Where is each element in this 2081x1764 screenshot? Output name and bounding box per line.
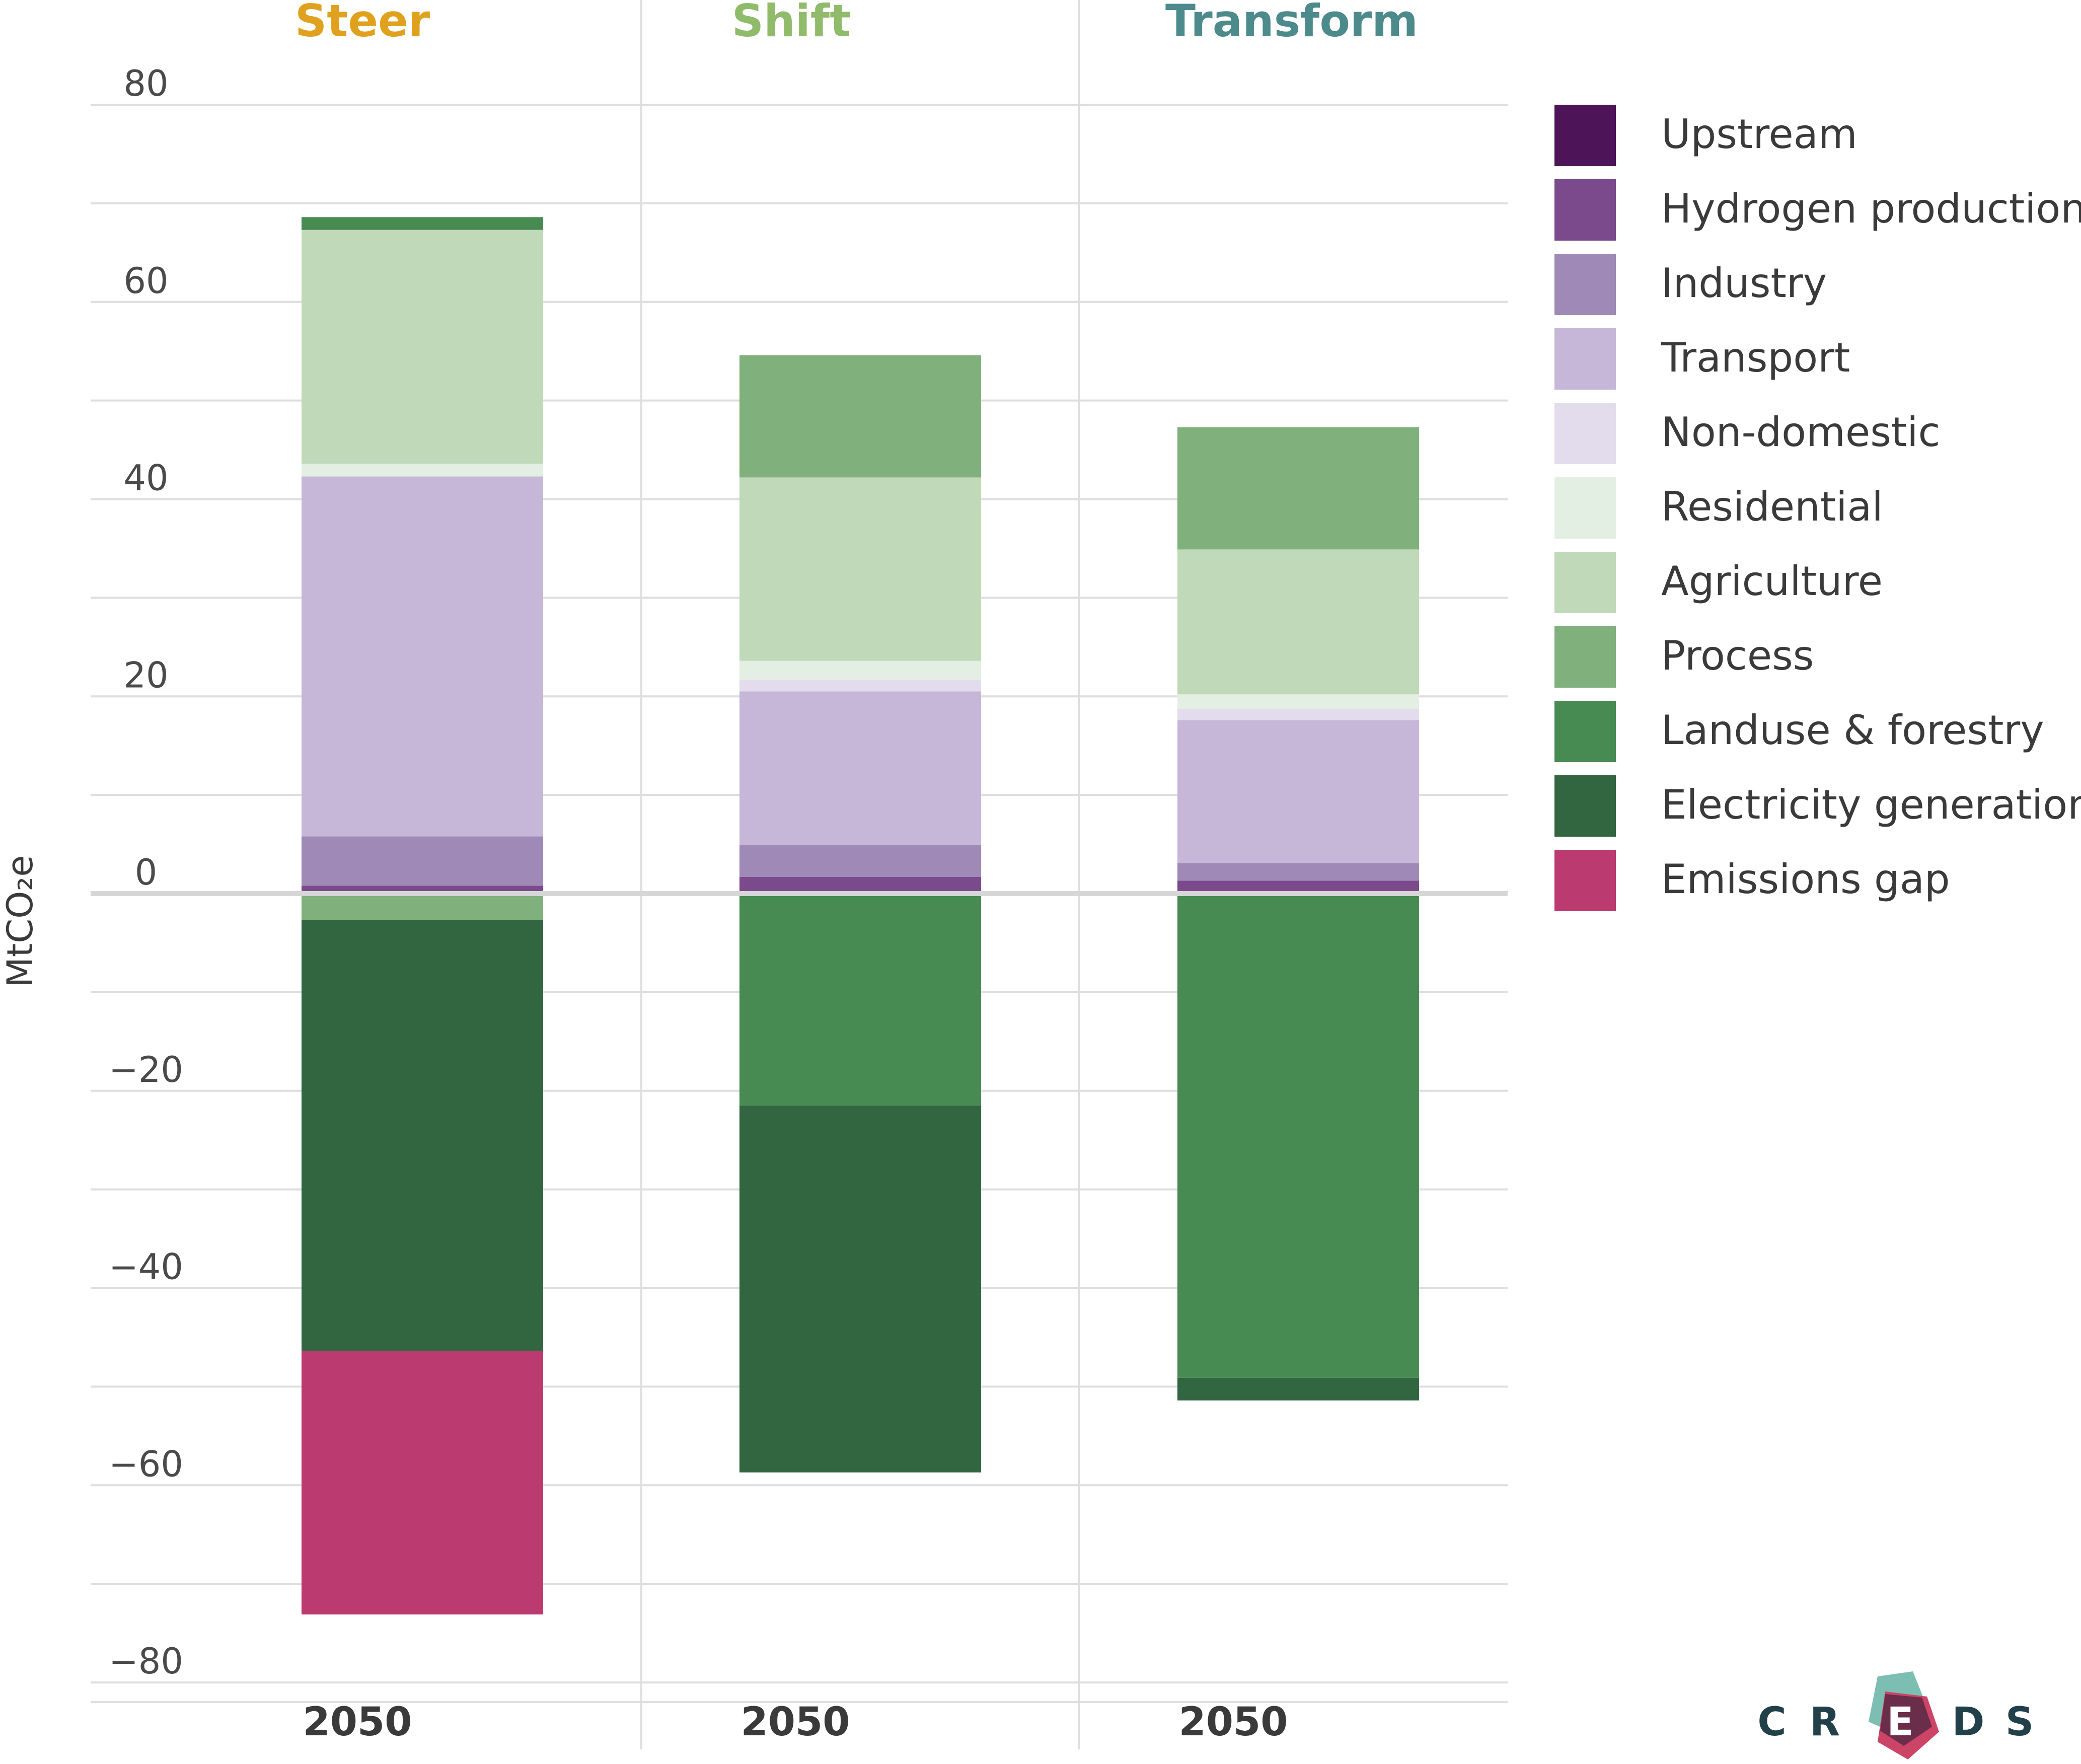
logo-letter: C [1757, 1700, 1786, 1745]
bar-segment [1177, 894, 1419, 1378]
y-tick-label: 20 [123, 654, 168, 696]
legend-swatch [1554, 254, 1616, 315]
logo-letter: R [1810, 1700, 1840, 1745]
legend-label: Agriculture [1661, 558, 1883, 605]
bar-segment [1177, 863, 1419, 881]
bar-segments [302, 217, 1419, 1614]
panel-title: Steer [295, 0, 430, 47]
bar-segment [1177, 709, 1419, 720]
legend-swatch [1554, 477, 1616, 539]
legend-label: Residential [1661, 483, 1883, 530]
bar-segment [302, 1351, 543, 1614]
panel-title: Shift [732, 0, 851, 47]
logo-letter: E [1887, 1700, 1913, 1745]
legend-label: Emissions gap [1661, 856, 1950, 903]
y-tick-label: −60 [109, 1443, 183, 1485]
y-tick-label: −80 [109, 1641, 183, 1682]
legend-swatch [1554, 701, 1616, 762]
bar-segment [739, 660, 981, 680]
legend-label: Transport [1661, 334, 1850, 381]
legend-swatch [1554, 775, 1616, 837]
y-axis-label: MtCO₂e [0, 855, 41, 988]
bar-segment [739, 876, 981, 894]
bar-segment [739, 679, 981, 692]
x-tick-label: 2050 [1178, 1700, 1288, 1745]
x-tick-label: 2050 [303, 1700, 412, 1745]
legend: Upstream Hydrogen production Industry Trans… [1554, 105, 2081, 911]
bar-segment [302, 476, 543, 837]
legend-label: Process [1661, 632, 1814, 679]
bar-segment [302, 230, 543, 464]
logo-shape-dark [1880, 1694, 1932, 1746]
bar-segment [302, 920, 543, 1351]
y-tick-label: 40 [123, 458, 168, 499]
legend-label: Non-domestic [1661, 409, 1941, 456]
logo-letter: D [1952, 1700, 1985, 1745]
axes: 80 60 40 20 0 −20 −40 −60 −80 Steer 2050 Shift 2050 T… [91, 0, 1508, 1745]
panel-title: Transform [1165, 0, 1418, 47]
legend-swatch [1554, 179, 1616, 241]
y-tick-label: 0 [135, 852, 158, 893]
x-tick-label: 2050 [740, 1700, 850, 1745]
legend-swatch [1554, 626, 1616, 688]
legend-label: Upstream [1661, 111, 1857, 158]
legend-swatch [1554, 105, 1616, 166]
bar-segment [739, 1106, 981, 1473]
y-tick-label: −20 [109, 1049, 183, 1090]
legend-label: Industry [1661, 260, 1827, 307]
bar-segment [1177, 427, 1419, 550]
bar-segment [1177, 720, 1419, 863]
bar-segment [302, 463, 543, 477]
bar-segment [302, 836, 543, 886]
legend-swatch [1554, 328, 1616, 390]
y-tick-label: 80 [123, 63, 168, 104]
legend-swatch [1554, 552, 1616, 613]
legend-label: Hydrogen production [1661, 185, 2081, 232]
legend-swatch [1554, 403, 1616, 464]
bar-segment [739, 477, 981, 661]
logo-letter: S [2005, 1700, 2034, 1745]
bar-segment [302, 217, 543, 230]
legend-label: Landuse & forestry [1661, 707, 2044, 754]
bar-segment [739, 355, 981, 478]
legend-label: Electricity generation [1661, 781, 2081, 828]
bar-segment [739, 894, 981, 1106]
bar-segment [1177, 549, 1419, 695]
bar-segment [1177, 1377, 1419, 1401]
y-tick-label: −40 [109, 1246, 183, 1288]
legend-swatch [1554, 850, 1616, 911]
bar-segment [739, 845, 981, 877]
bar-segment [302, 894, 543, 920]
bar-segment [739, 691, 981, 846]
y-tick-label: 60 [123, 260, 168, 302]
bar-segment [1177, 694, 1419, 709]
